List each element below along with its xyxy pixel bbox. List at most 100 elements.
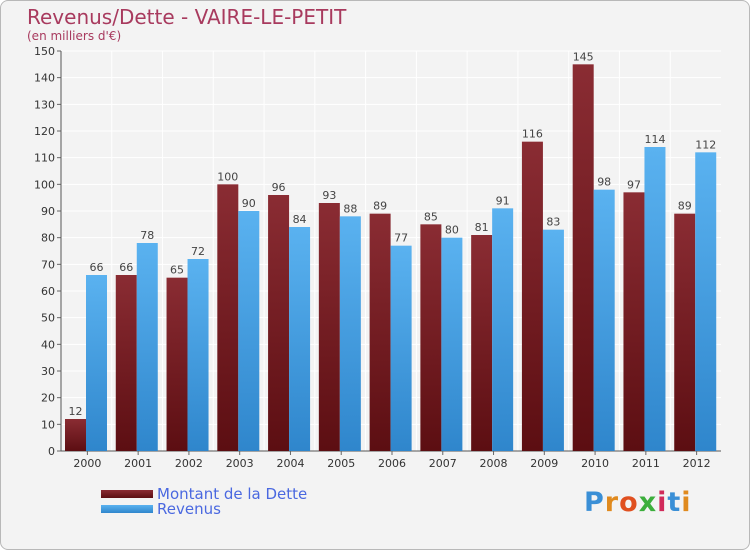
x-tick-label: 2003 (226, 457, 254, 470)
value-label-dette: 145 (573, 50, 594, 63)
value-label-dette: 12 (69, 405, 83, 418)
bar-dette (623, 192, 645, 452)
bar-dette (115, 275, 137, 451)
bar-revenus (339, 216, 361, 451)
y-tick-label: 60 (41, 285, 55, 298)
bar-dette (420, 224, 442, 451)
value-label-revenus: 80 (445, 224, 459, 237)
y-tick-label: 20 (41, 392, 55, 405)
axes: 0 10 20 30 40 50 60 70 80 90 100 110 120 130 140 150 200… (34, 45, 721, 470)
y-tick-label: 140 (34, 72, 55, 85)
value-label-dette: 89 (373, 200, 387, 213)
value-label-revenus: 114 (644, 133, 665, 146)
x-tick-label: 2011 (632, 457, 660, 470)
x-tick-label: 2009 (530, 457, 558, 470)
value-label-dette: 116 (522, 128, 543, 141)
bar-dette (369, 213, 391, 451)
x-tick-label: 2005 (327, 457, 355, 470)
value-label-revenus: 90 (242, 197, 256, 210)
x-tick-label: 2010 (581, 457, 609, 470)
value-label-revenus: 83 (546, 216, 560, 229)
x-tick-label: 2001 (124, 457, 152, 470)
value-label-revenus: 78 (140, 229, 154, 242)
value-label-dette: 96 (272, 181, 286, 194)
value-label-revenus: 98 (597, 176, 611, 189)
x-tick-label: 2004 (276, 457, 304, 470)
y-tick-label: 10 (41, 418, 55, 431)
logo-letter: t (667, 487, 682, 518)
value-label-revenus: 66 (90, 261, 104, 274)
bar-dette (318, 203, 340, 451)
value-label-dette: 93 (322, 189, 336, 202)
x-tick-label: 2002 (175, 457, 203, 470)
value-label-dette: 65 (170, 264, 184, 277)
value-label-dette: 81 (475, 221, 489, 234)
y-tick-label: 50 (41, 312, 55, 325)
bar-dette (268, 195, 290, 451)
bar-dette (674, 213, 696, 451)
legend-swatch-dette (101, 490, 153, 498)
value-label-dette: 97 (627, 178, 641, 191)
bar-dette (166, 277, 188, 451)
bar-revenus (187, 259, 209, 451)
value-label-dette: 89 (678, 200, 692, 213)
legend-swatch-revenus (101, 505, 153, 513)
y-tick-label: 130 (34, 98, 55, 111)
legend-label-revenus: Revenus (157, 500, 221, 518)
bars (65, 64, 717, 452)
bar-revenus (542, 229, 564, 451)
bar-dette (521, 141, 543, 451)
y-tick-label: 90 (41, 205, 55, 218)
x-tick-label: 2000 (73, 457, 101, 470)
value-labels: 12 66 65 100 96 93 89 85 81 116 145 97 89 66 78 72 90 84 8… (69, 50, 717, 418)
y-tick-label: 70 (41, 258, 55, 271)
bar-revenus (644, 147, 666, 451)
y-tick-label: 120 (34, 125, 55, 138)
bar-dette (572, 64, 594, 452)
bar-dette (471, 235, 493, 451)
bar-revenus (593, 189, 615, 451)
x-tick-label: 2008 (480, 457, 508, 470)
value-label-revenus: 112 (695, 138, 716, 151)
x-tick-label: 2012 (683, 457, 711, 470)
chart-subtitle: (en milliers d'€) (27, 29, 122, 43)
bar-revenus (390, 245, 412, 451)
logo-letter: r (604, 487, 620, 518)
value-label-dette: 66 (119, 261, 133, 274)
bar-revenus (492, 208, 514, 451)
logo-letter: i (657, 487, 668, 518)
value-label-revenus: 72 (191, 245, 205, 258)
bar-revenus (136, 243, 158, 451)
y-tick-label: 110 (34, 152, 55, 165)
y-tick-label: 30 (41, 365, 55, 378)
logo-letter: x (638, 487, 658, 518)
bar-dette (217, 184, 239, 452)
value-label-revenus: 91 (496, 194, 510, 207)
y-tick-label: 100 (34, 178, 55, 191)
logo-letter: o (619, 487, 639, 518)
chart-title: Revenus/Dette - VAIRE-LE-PETIT (27, 5, 347, 29)
bar-revenus (695, 152, 717, 452)
x-tick-label: 2007 (429, 457, 457, 470)
value-label-dette: 85 (424, 210, 438, 223)
y-tick-label: 80 (41, 232, 55, 245)
value-label-revenus: 77 (394, 232, 408, 245)
y-tick-label: 0 (48, 445, 55, 458)
proxiti-logo: Proxiti (584, 487, 692, 518)
bar-revenus (86, 275, 107, 451)
logo-letter: P (584, 487, 605, 518)
bar-revenus (441, 237, 463, 451)
value-label-dette: 100 (217, 170, 238, 183)
value-label-revenus: 88 (343, 202, 357, 215)
y-tick-label: 150 (34, 45, 55, 58)
value-label-revenus: 84 (293, 213, 307, 226)
legend-label-dette: Montant de la Dette (157, 485, 308, 503)
bar-revenus (289, 227, 311, 451)
bar-dette (65, 419, 86, 451)
x-tick-label: 2006 (378, 457, 406, 470)
y-tick-label: 40 (41, 338, 55, 351)
logo-letter: i (681, 487, 692, 518)
bar-revenus (238, 211, 260, 451)
